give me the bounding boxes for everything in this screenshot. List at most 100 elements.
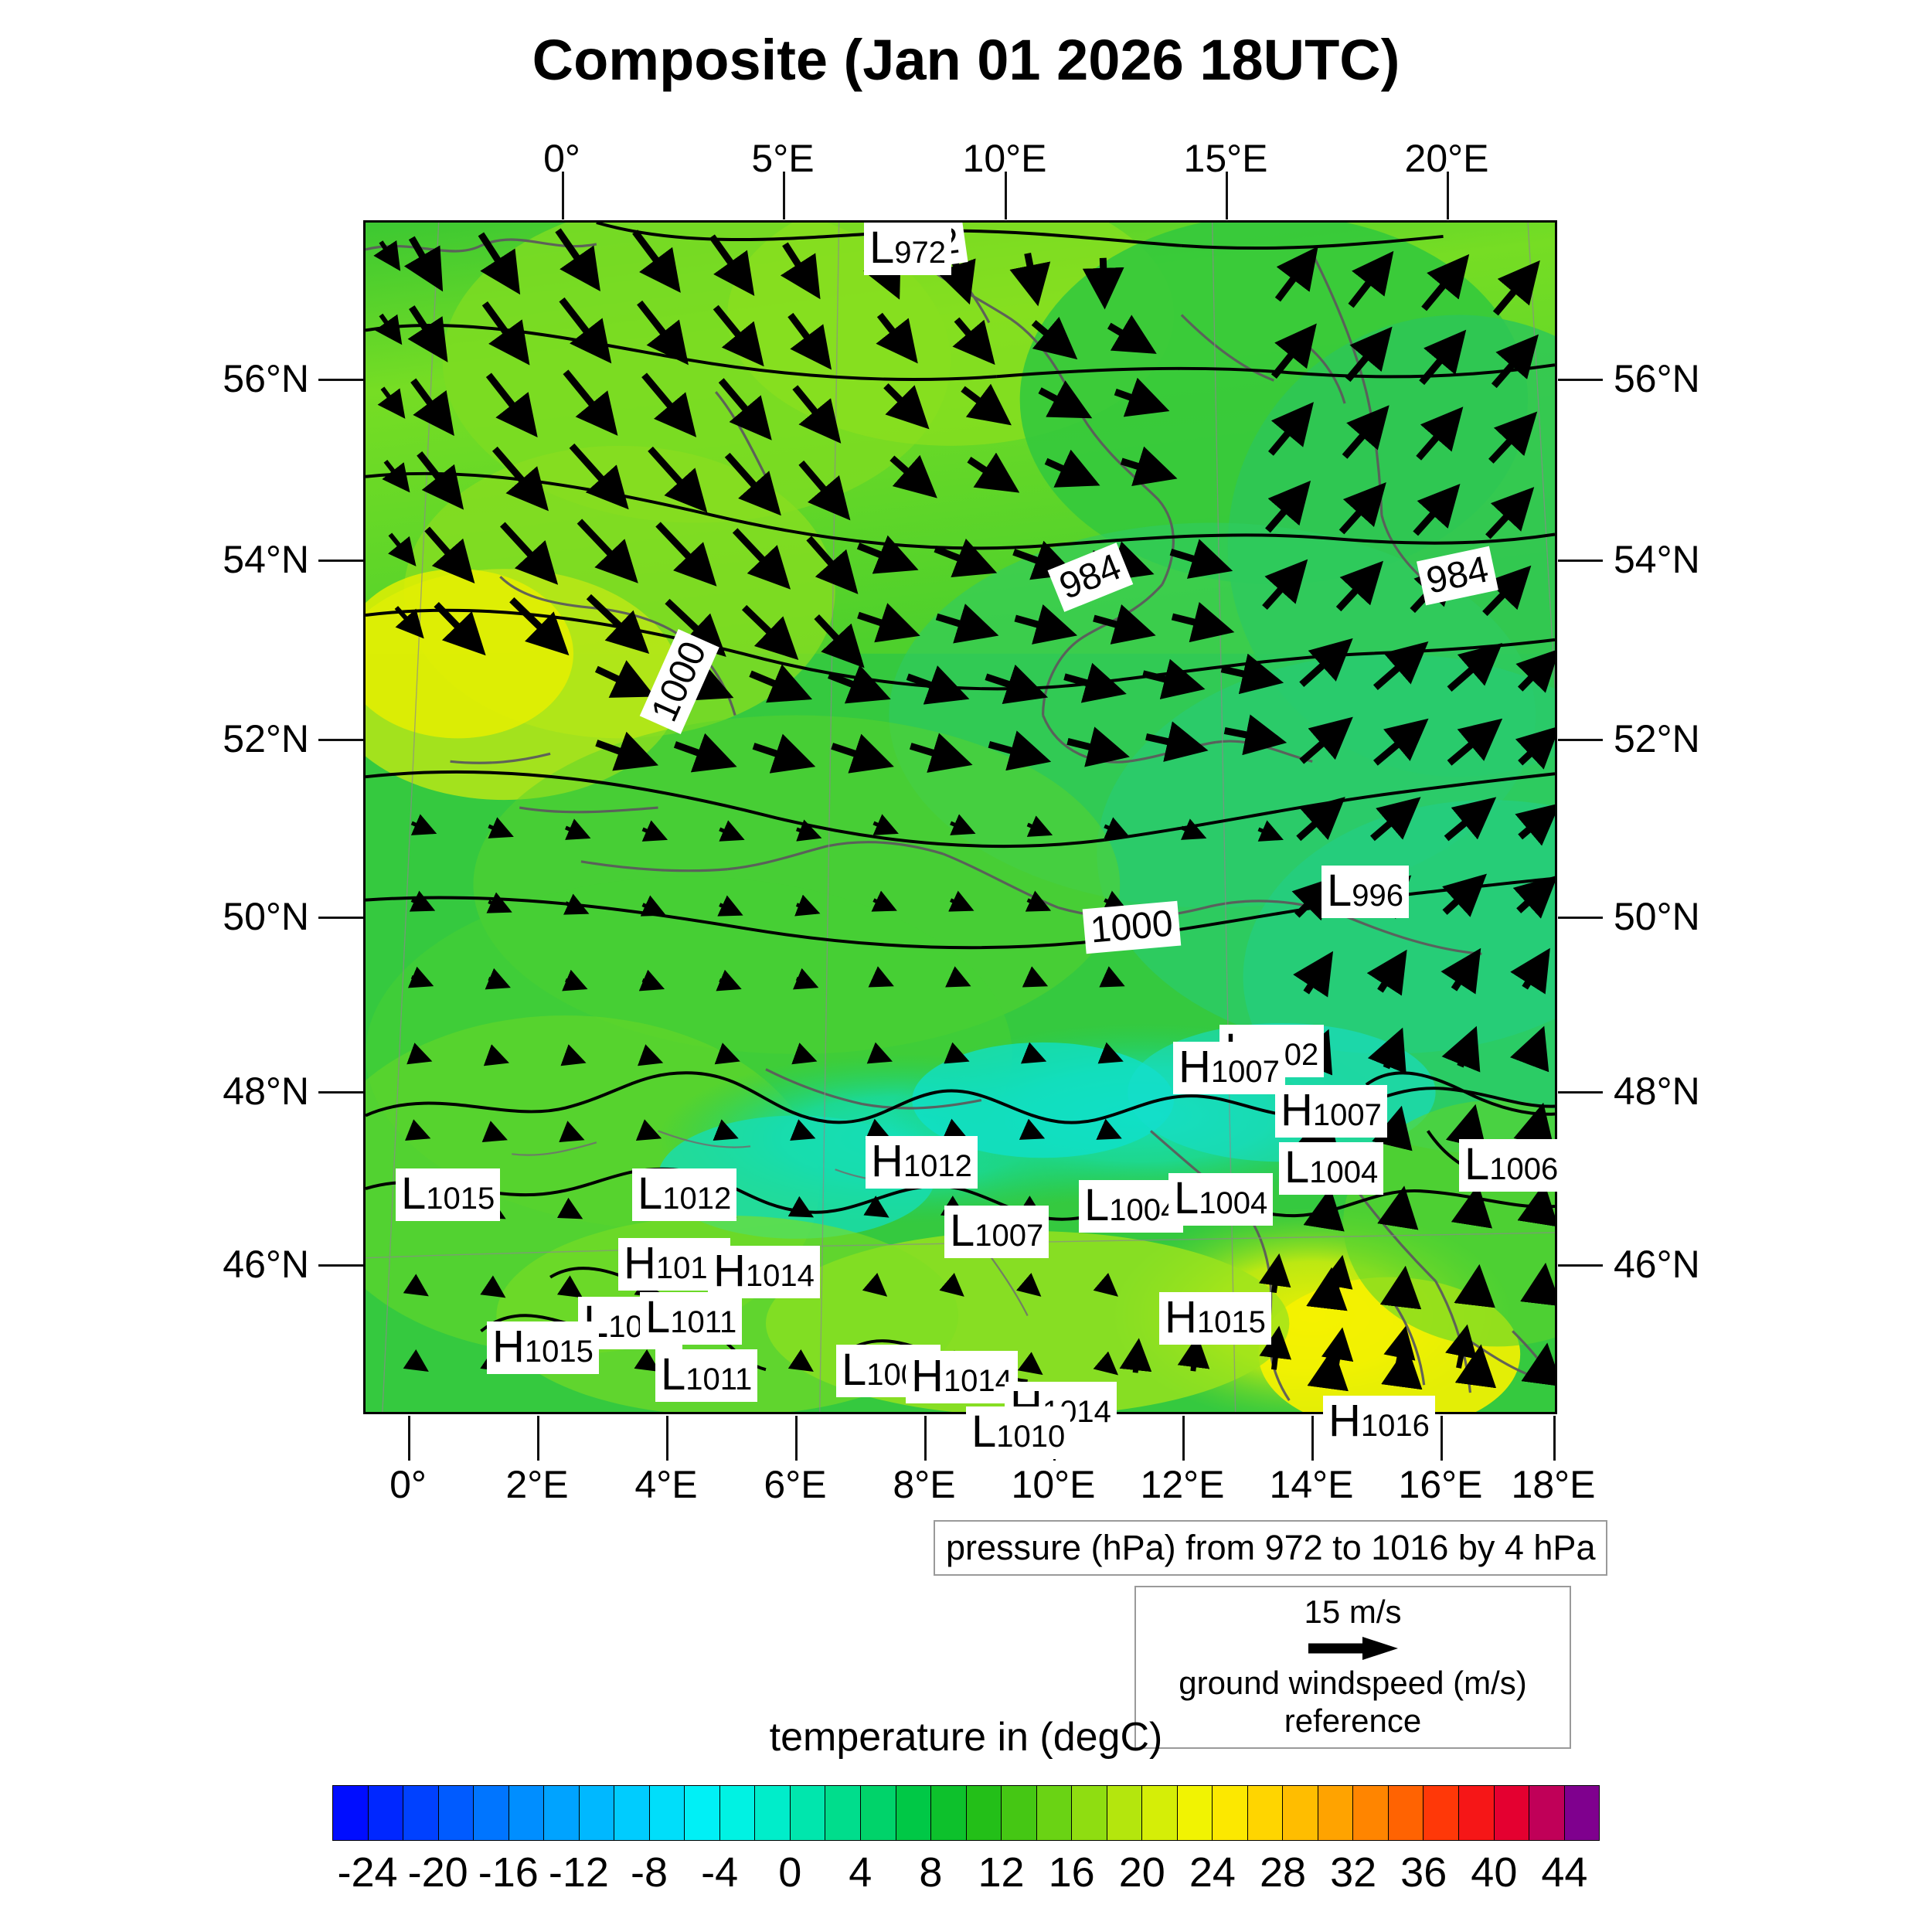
pressure-marker-h-17: H1015 xyxy=(1159,1292,1271,1345)
pressure-marker-h-3: H1007 xyxy=(1173,1042,1285,1094)
colorbar-title: temperature in (degC) xyxy=(769,1715,1163,1760)
colorbar-tick-9: 12 xyxy=(978,1849,1025,1896)
pressure-marker-kind: L xyxy=(950,1206,975,1256)
axis-tick xyxy=(318,917,363,919)
colorbar-swatch xyxy=(544,1786,580,1840)
pressure-marker-kind: L xyxy=(401,1168,427,1219)
top-axis-label-4: 20°E xyxy=(1404,137,1489,180)
colorbar-swatch xyxy=(931,1786,967,1840)
colorbar-tick-11: 20 xyxy=(1118,1849,1165,1896)
colorbar-swatch xyxy=(1529,1786,1565,1840)
pressure-marker-l-6: L1004 xyxy=(1279,1142,1384,1195)
colorbar-swatch xyxy=(966,1786,1002,1840)
pressure-marker-kind: L xyxy=(1084,1180,1110,1230)
left-axis-label-5: 46°N xyxy=(223,1243,309,1286)
axis-tick xyxy=(318,739,363,741)
colorbar-swatch xyxy=(1494,1786,1530,1840)
pressure-marker-kind: L xyxy=(1174,1173,1199,1223)
axis-tick xyxy=(562,172,564,219)
bottom-axis-label-9: 18°E xyxy=(1511,1463,1596,1506)
pressure-marker-kind: H xyxy=(871,1136,903,1186)
wind-reference-arrow-icon xyxy=(1308,1637,1398,1661)
pressure-marker-l-8: L1007 xyxy=(944,1206,1049,1258)
colorbar-tick-12: 24 xyxy=(1189,1849,1236,1896)
right-axis-label-4: 48°N xyxy=(1614,1070,1700,1113)
pressure-legend: pressure (hPa) from 972 to 1016 by 4 hPa xyxy=(934,1520,1608,1576)
pressure-marker-value: 1015 xyxy=(426,1182,495,1216)
axis-tick xyxy=(1558,1264,1603,1267)
left-axis-label-2: 52°N xyxy=(223,717,309,760)
top-axis-label-2: 10°E xyxy=(962,137,1047,180)
axis-tick xyxy=(1558,1091,1603,1094)
colorbar-tick-1: -20 xyxy=(407,1849,468,1896)
pressure-marker-kind: H xyxy=(1165,1292,1197,1342)
colorbar-swatch xyxy=(579,1786,615,1840)
colorbar-tick-10: 16 xyxy=(1048,1849,1095,1896)
pressure-marker-value: 1014 xyxy=(943,1364,1012,1398)
colorbar-swatch xyxy=(403,1786,439,1840)
pressure-marker-kind: L xyxy=(869,223,895,273)
pressure-marker-value: 1015 xyxy=(524,1335,594,1369)
colorbar-tick-16: 40 xyxy=(1471,1849,1518,1896)
pressure-marker-value: 1010 xyxy=(996,1420,1066,1454)
colorbar-swatch xyxy=(755,1786,791,1840)
pressure-marker-kind: H xyxy=(1328,1396,1361,1446)
map-plot-area[interactable]: 972 984 984 1000 1000 xyxy=(363,220,1557,1414)
wind-reference-legend: 15 m/s ground windspeed (m/s) reference xyxy=(1134,1586,1571,1749)
colorbar-swatch xyxy=(860,1786,896,1840)
colorbar-swatch xyxy=(719,1786,756,1840)
right-axis-label-1: 54°N xyxy=(1614,538,1700,581)
colorbar-swatch xyxy=(1353,1786,1389,1840)
temperature-colorbar[interactable] xyxy=(332,1785,1600,1841)
pressure-marker-l-19: L1011 xyxy=(655,1349,758,1402)
pressure-marker-kind: L xyxy=(842,1345,867,1395)
pressure-marker-value: 1007 xyxy=(975,1219,1044,1253)
pressure-marker-l-23: L1010 xyxy=(966,1406,1071,1459)
colorbar-swatch xyxy=(1388,1786,1424,1840)
bottom-axis-label-3: 6°E xyxy=(764,1463,827,1506)
bottom-axis-label-4: 8°E xyxy=(893,1463,956,1506)
pressure-marker-kind: H xyxy=(1281,1085,1313,1135)
right-axis-label-5: 46°N xyxy=(1614,1243,1700,1286)
colorbar-swatch xyxy=(1213,1786,1248,1840)
colorbar-swatch xyxy=(1142,1786,1178,1840)
colorbar-swatch xyxy=(1459,1786,1495,1840)
axis-tick xyxy=(1447,172,1449,219)
axis-tick xyxy=(318,1264,363,1267)
pressure-marker-kind: H xyxy=(911,1351,944,1401)
colorbar-tick-6: 0 xyxy=(778,1849,802,1896)
colorbar-tick-0: -24 xyxy=(337,1849,398,1896)
pressure-marker-h-18: H1015 xyxy=(487,1321,599,1374)
colorbar-swatch xyxy=(1002,1786,1037,1840)
colorbar-swatch xyxy=(825,1786,861,1840)
pressure-marker-l-10: L1004 xyxy=(1168,1173,1274,1226)
bottom-axis-label-5: 10°E xyxy=(1011,1463,1096,1506)
left-axis-label-0: 56°N xyxy=(223,357,309,400)
pressure-marker-value: 1007 xyxy=(1312,1098,1382,1132)
colorbar-swatch xyxy=(1564,1786,1600,1840)
pressure-marker-h-4: H1007 xyxy=(1275,1085,1387,1138)
wind-reference-value: 15 m/s xyxy=(1304,1594,1402,1630)
pressure-marker-l-11: L1015 xyxy=(396,1168,501,1221)
axis-tick xyxy=(408,1416,410,1461)
colorbar-tick-7: 4 xyxy=(849,1849,872,1896)
pressure-marker-kind: H xyxy=(624,1238,656,1288)
bottom-axis-label-6: 12°E xyxy=(1140,1463,1225,1506)
colorbar-swatch xyxy=(1318,1786,1354,1840)
pressure-marker-value: 1012 xyxy=(903,1149,972,1183)
axis-tick xyxy=(1005,172,1007,219)
pressure-marker-value: 1016 xyxy=(1360,1409,1430,1443)
left-axis-label-3: 50°N xyxy=(223,895,309,938)
axis-tick xyxy=(795,1416,798,1461)
pressure-marker-value: 1004 xyxy=(1309,1155,1379,1189)
isobar-label: 1000 xyxy=(1082,900,1182,954)
colorbar-swatch xyxy=(1283,1786,1318,1840)
colorbar-tick-17: 44 xyxy=(1541,1849,1588,1896)
pressure-marker-kind: L xyxy=(971,1406,997,1457)
colorbar-tick-labels: -24 -20 -16 -12 -8 -4 0 4 8 12 16 20 24 28 32 36 40 44 xyxy=(332,1849,1600,1903)
right-axis-label-2: 52°N xyxy=(1614,717,1700,760)
axis-tick xyxy=(1182,1416,1185,1461)
colorbar-tick-15: 36 xyxy=(1400,1849,1447,1896)
axis-tick xyxy=(1440,1416,1443,1461)
top-axis-label-0: 0° xyxy=(543,137,580,180)
